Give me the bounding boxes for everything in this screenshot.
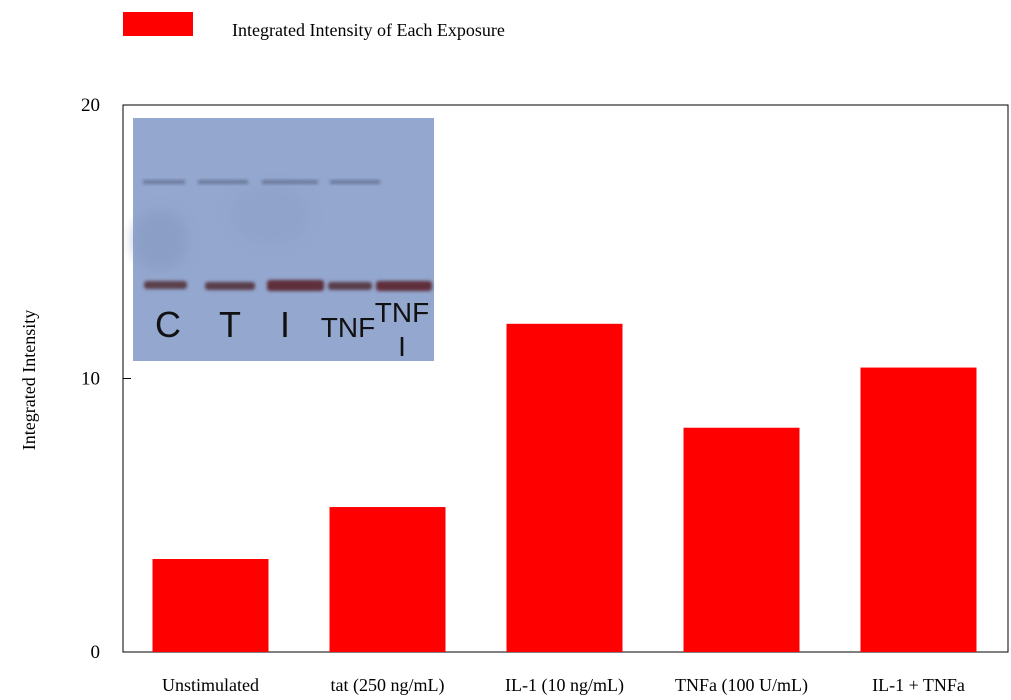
lane-label-c: C xyxy=(155,304,181,345)
bar xyxy=(506,323,623,652)
x-category-label: TNFa (100 U/mL) xyxy=(675,675,808,696)
y-axis-title: Integrated Intensity xyxy=(19,310,39,450)
upper-band xyxy=(198,180,248,184)
x-axis-labels: Unstimulated tat (250 ng/mL) IL-1 (10 ng/m… xyxy=(162,675,965,696)
x-category-label: IL-1 (10 ng/mL) xyxy=(505,675,624,696)
legend-label: Integrated Intensity of Each Exposure xyxy=(232,20,505,40)
main-band xyxy=(376,281,432,291)
main-band xyxy=(267,280,324,291)
y-tick-label: 10 xyxy=(81,369,100,390)
bar xyxy=(860,367,977,652)
lane-label-t: T xyxy=(219,304,241,345)
x-category-label: tat (250 ng/mL) xyxy=(331,675,445,696)
bar xyxy=(683,427,800,652)
lane-label-tnf: TNF xyxy=(321,312,375,343)
legend: Integrated Intensity of Each Exposure xyxy=(123,12,505,40)
x-category-label: Unstimulated xyxy=(162,675,259,695)
x-category-label: IL-1 + TNFa xyxy=(872,675,965,695)
y-tick-label: 20 xyxy=(81,95,100,116)
main-band xyxy=(328,282,372,290)
bars-group xyxy=(152,323,977,652)
blot-inset: C T I TNF TNF I xyxy=(132,118,434,362)
y-axis: 0 10 20 xyxy=(81,95,131,663)
lane-label-tnf-combined: TNF xyxy=(375,297,429,328)
upper-band xyxy=(262,180,318,184)
upper-band xyxy=(330,180,380,184)
main-band xyxy=(144,281,187,289)
lane-label-i: I xyxy=(280,304,290,345)
blot-smudge xyxy=(230,185,310,245)
legend-swatch xyxy=(123,12,193,36)
bar xyxy=(152,559,269,652)
bar xyxy=(329,507,446,652)
main-band xyxy=(205,282,255,290)
upper-band xyxy=(143,180,185,184)
y-tick-label: 0 xyxy=(91,642,101,663)
lane-label-i-combined: I xyxy=(398,331,406,362)
blot-smudge xyxy=(132,210,188,270)
